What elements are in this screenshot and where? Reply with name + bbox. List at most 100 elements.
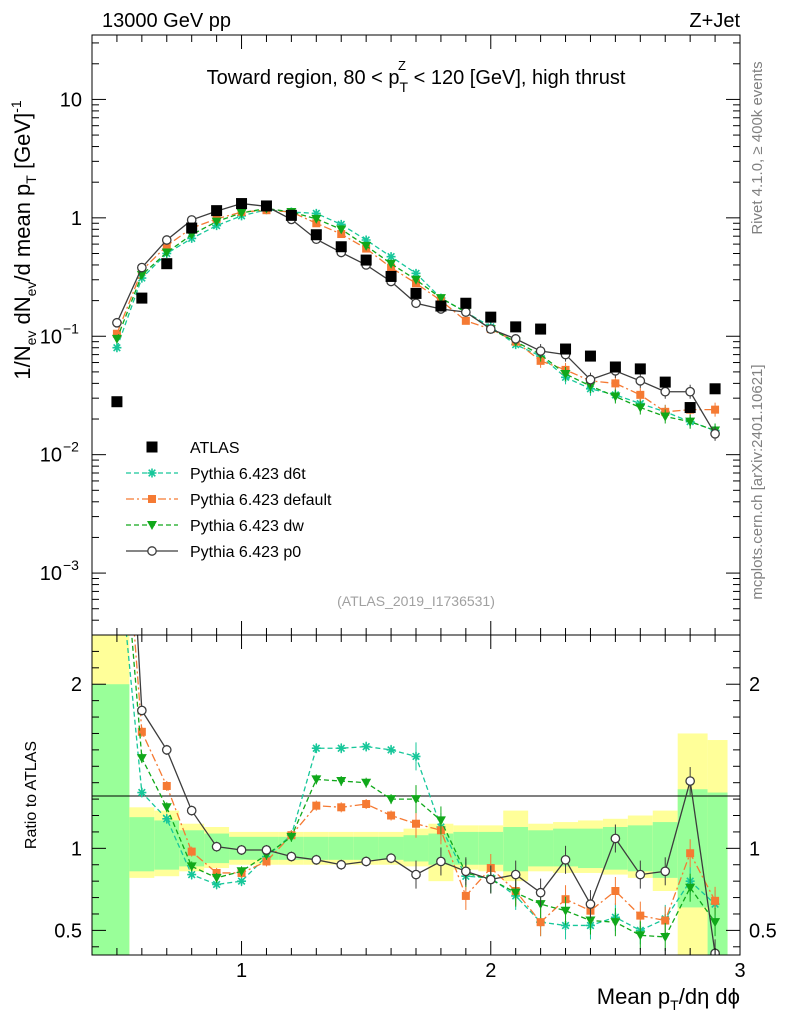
main-point-pythia-6-423-p0-24 [710,428,720,439]
main-ytick-label-2: 10 [40,326,62,348]
main-point-pythia-6-423-dw-4 [211,217,222,227]
ratio-point-pythia-6-423-d6t-11 [386,745,396,755]
main-point-atlas-18 [560,343,572,355]
ratio-point-pythia-6-423-p0-2 [161,745,172,755]
ratio-point-pythia-6-423-default-17 [536,918,545,927]
main-ytick-exp-2: −1 [63,320,79,336]
main-point-pythia-6-423-d6t-9 [336,219,346,229]
legend-entry-pythia-6-423-default: Pythia 6.423 default [126,492,332,509]
ratio-point-pythia-6-423-dw-8 [311,775,322,785]
ratio-point-pythia-6-423-dw-5 [236,867,247,877]
main-point-pythia-6-423-dw-10 [361,241,372,251]
ratio-point-pythia-6-423-default-11 [387,811,396,820]
ratio-band-green-24 [707,792,728,955]
main-ytick-label-1: 1 [71,208,82,230]
ratio-band-green-10 [353,836,379,860]
ratio-point-pythia-6-423-default-6 [262,857,271,866]
ratio-point-pythia-6-423-dw-3 [186,862,197,872]
ratio-point-pythia-6-423-d6t-18 [561,920,571,930]
plot-title-tail: < 120 [GeV], high thrust [408,67,626,89]
legend-entry-pythia-6-423-p0: Pythia 6.423 p0 [126,544,301,561]
main-point-pythia-6-423-p0-12 [411,298,421,309]
ratio-point-pythia-6-423-default-21 [636,911,645,920]
legend-label-pythia-6-423-default: Pythia 6.423 default [190,492,332,509]
main-point-pythia-6-423-p0-22 [660,386,671,397]
main-point-pythia-6-423-p0-19 [585,374,596,385]
ratio-point-pythia-6-423-default-9 [337,803,346,812]
ylabel-p3: dN [10,296,35,330]
ratio-panel: 2 2 1 1 0.5 0.5 Ratio to ATLAS [23,634,777,956]
main-point-pythia-6-423-p0-2 [161,235,172,245]
main-point-atlas-0 [111,396,123,408]
ratio-point-pythia-6-423-p0-19 [585,899,596,909]
ratio-point-pythia-6-423-p0-10 [361,856,372,867]
main-point-atlas-23 [684,402,696,414]
ratio-ytick-label-left-2: 0.5 [54,920,82,942]
ratio-point-pythia-6-423-default-20 [611,887,620,895]
ratio-band-green-19 [578,828,603,869]
main-point-atlas-8 [310,229,322,241]
ratio-point-pythia-6-423-dw-11 [386,795,397,805]
ratio-point-pythia-6-423-p0-22 [660,866,671,877]
ratio-point-pythia-6-423-dw-4 [211,873,222,883]
ratio-point-pythia-6-423-p0-15 [485,874,496,885]
ylabel-p8: -1 [8,100,24,113]
x-tick-label-0: 1 [236,960,247,982]
main-point-pythia-6-423-p0-21 [635,376,646,386]
ratio-band-green-11 [378,836,404,860]
ratio-point-pythia-6-423-default-22 [661,916,670,925]
plot-title-main: Toward region, 80 < p [207,67,400,89]
main-point-pythia-6-423-dw-8 [311,214,322,224]
ratio-point-pythia-6-423-p0-9 [336,859,347,870]
ratio-ytick-label-right-0: 2 [749,674,760,696]
ratio-point-pythia-6-423-dw-20 [610,918,621,928]
ratio-point-pythia-6-423-d6t-9 [336,743,346,753]
main-point-pythia-6-423-dw-23 [685,417,696,427]
main-point-atlas-6 [260,200,272,212]
ratio-point-pythia-6-423-dw-2 [161,803,172,813]
ratio-point-pythia-6-423-p0-12 [411,869,421,880]
main-point-atlas-5 [236,198,248,210]
main-point-pythia-6-423-d6t-11 [386,252,396,262]
main-point-atlas-16 [510,321,522,333]
main-point-pythia-6-423-d6t-0 [112,343,122,353]
ratio-point-pythia-6-423-dw-23 [685,883,696,893]
ratio-ytick-label-left-0: 2 [71,674,82,696]
main-point-pythia-6-423-dw-5 [236,208,247,218]
ratio-point-pythia-6-423-default-10 [362,800,371,809]
main-ytick-label-3: 10 [40,445,62,467]
ratio-point-pythia-6-423-dw-13 [435,816,446,826]
main-point-pythia-6-423-p0-14 [460,307,471,317]
plot-title-sup: Z [398,58,406,73]
legend-label-pythia-6-423-p0: Pythia 6.423 p0 [190,544,301,561]
main-point-pythia-6-423-dw-9 [336,225,347,235]
ratio-axis-label: Ratio to ATLAS [23,741,40,849]
ratio-point-pythia-6-423-p0-23 [685,776,696,786]
main-point-pythia-6-423-dw-21 [635,403,646,413]
analysis-watermark: (ATLAS_2019_I1736531) [337,593,495,609]
ratio-point-pythia-6-423-dw-7 [286,832,297,842]
main-point-pythia-6-423-default-20 [611,379,620,388]
ratio-point-pythia-6-423-d6t-10 [361,742,371,752]
legend-label-atlas: ATLAS [190,440,240,457]
ratio-point-pythia-6-423-p0-4 [211,841,222,852]
main-line-pythia-6-423-d6t [116,209,716,432]
main-point-atlas-12 [410,287,422,299]
main-point-pythia-6-423-dw-12 [411,275,421,285]
main-point-pythia-6-423-p0-16 [510,334,521,344]
ratio-point-pythia-6-423-d6t-3 [187,870,197,880]
y-axis-label: 1/Nev dNev/d mean pT [GeV]-1 [8,100,39,380]
xlabel-p1: Mean p [597,984,670,1009]
main-point-atlas-3 [186,222,198,234]
ratio-point-pythia-6-423-p0-11 [386,853,396,864]
ratio-point-pythia-6-423-dw-9 [336,777,347,787]
ratio-point-pythia-6-423-d6t-8 [311,743,321,753]
ratio-band-green-8 [303,836,329,860]
main-point-pythia-6-423-default-2 [162,241,171,250]
ratio-point-pythia-6-423-dw-22 [660,932,671,942]
ratio-point-pythia-6-423-p0-8 [311,854,322,865]
main-series-pythia-6-423-dw [111,204,721,438]
main-point-pythia-6-423-dw-22 [660,412,671,422]
ratio-point-pythia-6-423-p0-16 [510,869,521,880]
main-point-pythia-6-423-d6t-12 [411,268,421,278]
